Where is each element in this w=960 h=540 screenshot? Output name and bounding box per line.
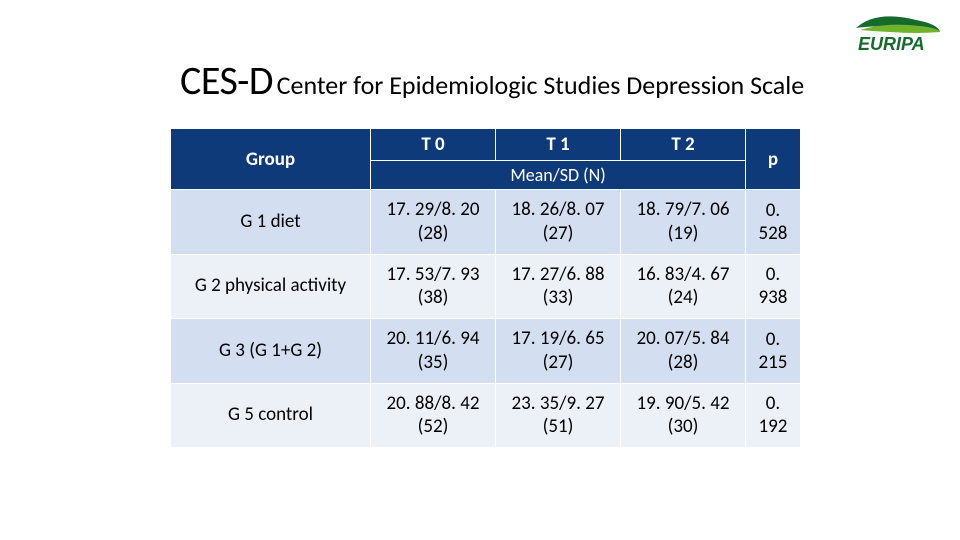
col-t2: T 2: [621, 129, 746, 161]
cell-t2: 18. 79/7. 06(19): [621, 190, 746, 255]
cell-t1: 17. 27/6. 88(33): [496, 254, 621, 319]
cell-t0: 17. 29/8. 20(28): [371, 190, 496, 255]
col-p: p: [746, 129, 801, 190]
table-row: G 3 (G 1+G 2) 20. 11/6. 94(35) 17. 19/6.…: [171, 319, 801, 384]
cell-group: G 5 control: [171, 383, 371, 448]
title-full: Center for Epidemiologic Studies Depress…: [277, 69, 805, 101]
cell-p: 0. 215: [746, 319, 801, 384]
cell-p: 0. 528: [746, 190, 801, 255]
cell-t0: 20. 88/8. 42(52): [371, 383, 496, 448]
data-table: Group T 0 T 1 T 2 p Mean/SD (N) G 1 diet…: [170, 128, 801, 448]
cell-t2: 19. 90/5. 42(30): [621, 383, 746, 448]
cell-t0: 17. 53/7. 93(38): [371, 254, 496, 319]
cell-t2: 20. 07/5. 84(28): [621, 319, 746, 384]
cell-group: G 3 (G 1+G 2): [171, 319, 371, 384]
table-body: G 1 diet 17. 29/8. 20(28) 18. 26/8. 07(2…: [171, 190, 801, 448]
cell-group: G 2 physical activity: [171, 254, 371, 319]
slide: EURIPA CES-D Center for Epidemiologic St…: [0, 0, 960, 540]
cell-group: G 1 diet: [171, 190, 371, 255]
title-abbr: CES-D: [180, 56, 273, 105]
table-row: G 5 control 20. 88/8. 42(52) 23. 35/9. 2…: [171, 383, 801, 448]
data-table-wrap: Group T 0 T 1 T 2 p Mean/SD (N) G 1 diet…: [170, 128, 800, 448]
cell-t1: 23. 35/9. 27(51): [496, 383, 621, 448]
cell-p: 0. 938: [746, 254, 801, 319]
cell-t1: 18. 26/8. 07(27): [496, 190, 621, 255]
col-t1: T 1: [496, 129, 621, 161]
table-row: G 1 diet 17. 29/8. 20(28) 18. 26/8. 07(2…: [171, 190, 801, 255]
cell-p: 0. 192: [746, 383, 801, 448]
cell-t2: 16. 83/4. 67(24): [621, 254, 746, 319]
cell-t0: 20. 11/6. 94(35): [371, 319, 496, 384]
col-subhead: Mean/SD (N): [371, 161, 746, 190]
col-group: Group: [171, 129, 371, 190]
svg-text:EURIPA: EURIPA: [858, 34, 925, 54]
cell-t1: 17. 19/6. 65(27): [496, 319, 621, 384]
table-row: G 2 physical activity 17. 53/7. 93(38) 1…: [171, 254, 801, 319]
euripa-logo: EURIPA: [846, 14, 946, 56]
slide-title: CES-D Center for Epidemiologic Studies D…: [180, 56, 804, 105]
col-t0: T 0: [371, 129, 496, 161]
